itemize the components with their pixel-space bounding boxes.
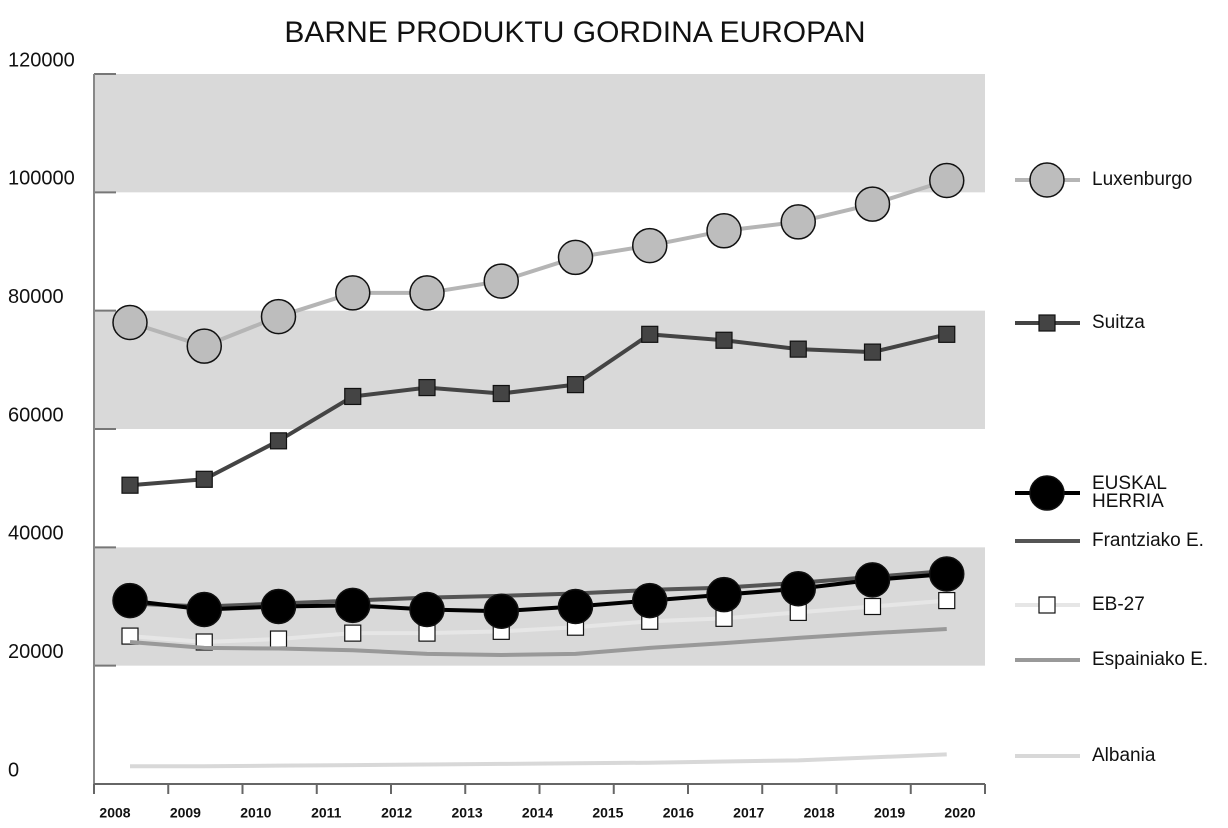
data-point (344, 624, 362, 642)
grid-band (94, 310, 985, 429)
legend-label-line: HERRIA (1092, 491, 1164, 512)
legend-label: Luxenburgo (1092, 169, 1192, 190)
data-point (715, 331, 733, 349)
data-point (335, 587, 371, 624)
data-point (112, 304, 148, 341)
series-line (129, 332, 948, 488)
data-point (706, 213, 742, 249)
data-point (632, 227, 668, 264)
data-point (780, 204, 816, 240)
data-point (641, 325, 659, 343)
data-point (344, 387, 362, 406)
data-point (112, 582, 148, 619)
data-point (409, 275, 445, 311)
data-point (418, 378, 436, 397)
y-tick-label: 0 (8, 759, 19, 781)
series-line (129, 598, 947, 644)
data-point (483, 593, 519, 629)
data-point (260, 588, 297, 625)
y-tick-label: 120000 (8, 49, 75, 71)
legend-label: EB-27 (1092, 594, 1145, 615)
data-point (409, 591, 445, 628)
chart-title: BARNE PRODUKTU GORDINA EUROPAN (284, 16, 865, 49)
x-tick-label: 2016 (663, 805, 694, 821)
x-tick-label: 2013 (452, 805, 483, 821)
data-point (715, 609, 733, 627)
data-point (260, 298, 297, 335)
x-tick-label: 2009 (170, 805, 201, 821)
legend-marker (1038, 314, 1056, 332)
x-tick-label: 2018 (804, 805, 835, 821)
data-point (566, 376, 585, 394)
x-tick-label: 2014 (522, 805, 553, 821)
data-point (863, 597, 882, 616)
legend-label: Albania (1092, 745, 1156, 766)
data-point (195, 470, 213, 488)
data-point (789, 340, 807, 358)
data-point (492, 384, 510, 403)
y-tick-label: 100000 (8, 168, 75, 190)
data-point (269, 630, 288, 648)
legend-label: Frantziako E. (1092, 530, 1204, 551)
x-tick-label: 2020 (944, 805, 975, 821)
data-point (938, 591, 956, 610)
data-point (929, 162, 965, 199)
legend-label: Espainiako E. (1092, 649, 1208, 670)
data-point (780, 571, 816, 607)
data-point (854, 186, 891, 222)
data-point (557, 239, 594, 276)
data-point (929, 556, 965, 592)
data-point (557, 588, 594, 625)
y-tick-label: 80000 (8, 286, 64, 308)
legend-marker (1038, 596, 1056, 614)
series-line (130, 752, 947, 769)
data-point (632, 582, 668, 619)
legend-marker (1029, 475, 1065, 511)
data-point (789, 603, 807, 622)
y-tick-label: 20000 (8, 641, 64, 663)
x-tick-label: 2015 (592, 805, 623, 821)
data-point (706, 576, 742, 613)
x-tick-label: 2017 (733, 805, 764, 821)
data-point (186, 328, 222, 364)
data-point (335, 275, 371, 311)
legend-marker (1029, 162, 1065, 198)
x-tick-label: 2010 (240, 805, 271, 821)
data-point (483, 263, 519, 299)
y-tick-label: 40000 (8, 523, 64, 545)
data-point (854, 562, 891, 598)
legend-label: Suitza (1092, 312, 1145, 333)
data-point (863, 343, 882, 361)
data-point (269, 432, 288, 450)
x-tick-label: 2012 (381, 805, 412, 821)
data-point (418, 624, 436, 642)
legend-label: EUSKAL HERRIA (1092, 473, 1167, 512)
legend-label-line: EUSKAL (1092, 473, 1167, 494)
data-point (121, 476, 139, 494)
grid-band (94, 74, 985, 193)
series-line (129, 626, 947, 658)
x-tick-label: 2011 (311, 805, 342, 821)
data-point (186, 591, 222, 628)
x-tick-label: 2019 (874, 805, 905, 821)
y-tick-label: 60000 (8, 404, 64, 426)
data-point (938, 325, 956, 343)
data-point (121, 627, 139, 645)
x-tick-label: 2008 (99, 805, 130, 821)
